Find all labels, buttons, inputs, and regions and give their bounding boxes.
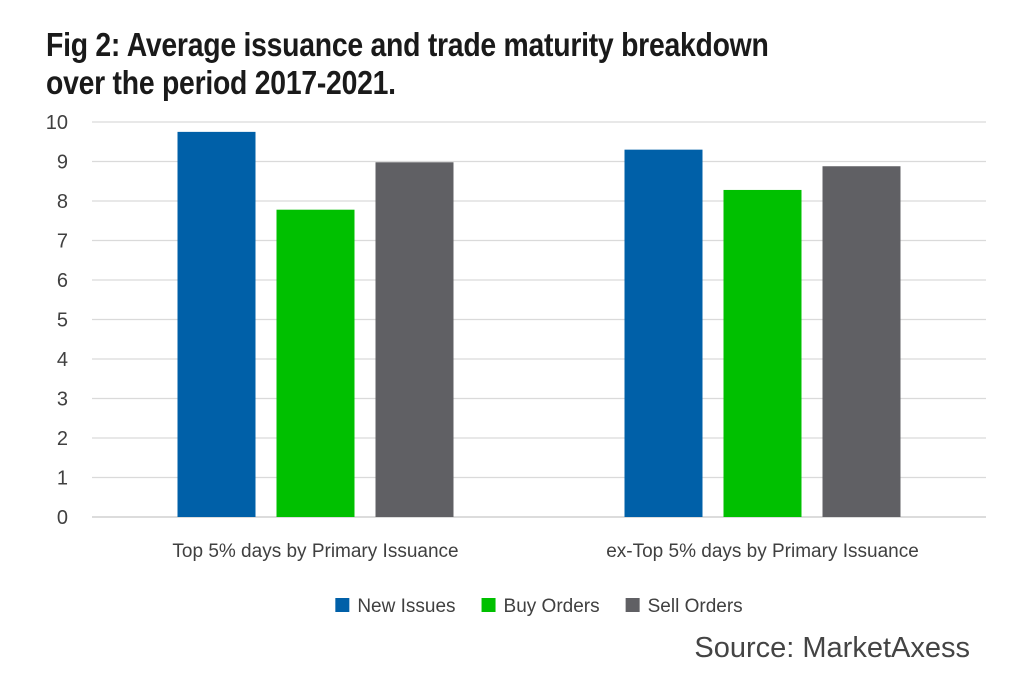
bar-buy-orders — [276, 209, 355, 517]
chart-title-line-2: over the period 2017-2021. — [46, 64, 396, 101]
legend-label: Buy Orders — [504, 596, 600, 617]
x-tick-label: ex-Top 5% days by Primary Issuance — [606, 541, 919, 562]
y-tick-label: 8 — [57, 191, 68, 213]
y-tick-label: 4 — [57, 349, 68, 371]
y-tick-label: 1 — [57, 468, 68, 490]
chart-title-line-1: Fig 2: Average issuance and trade maturi… — [46, 26, 769, 63]
x-tick-label: Top 5% days by Primary Issuance — [172, 541, 458, 562]
legend-swatch — [625, 598, 640, 612]
legend-swatch — [481, 598, 496, 612]
bar-sell-orders — [375, 162, 454, 518]
y-tick-label: 2 — [57, 428, 68, 450]
legend-swatch — [335, 598, 350, 612]
bar-new-issues — [624, 149, 703, 517]
y-tick-label: 0 — [57, 507, 68, 529]
bar-new-issues — [177, 131, 256, 517]
y-tick-label: 3 — [57, 389, 68, 411]
legend-label: Sell Orders — [648, 596, 743, 617]
y-tick-label: 10 — [46, 112, 68, 134]
y-tick-label: 7 — [57, 231, 68, 253]
bar-sell-orders — [822, 166, 901, 518]
legend-label: New Issues — [357, 596, 455, 617]
source-note: Source: MarketAxess — [694, 632, 970, 664]
bar-buy-orders — [723, 189, 802, 517]
chart-title: Fig 2: Average issuance and trade maturi… — [46, 26, 854, 102]
y-tick-label: 5 — [57, 310, 68, 332]
y-tick-label: 6 — [57, 270, 68, 292]
y-tick-label: 9 — [57, 152, 68, 174]
